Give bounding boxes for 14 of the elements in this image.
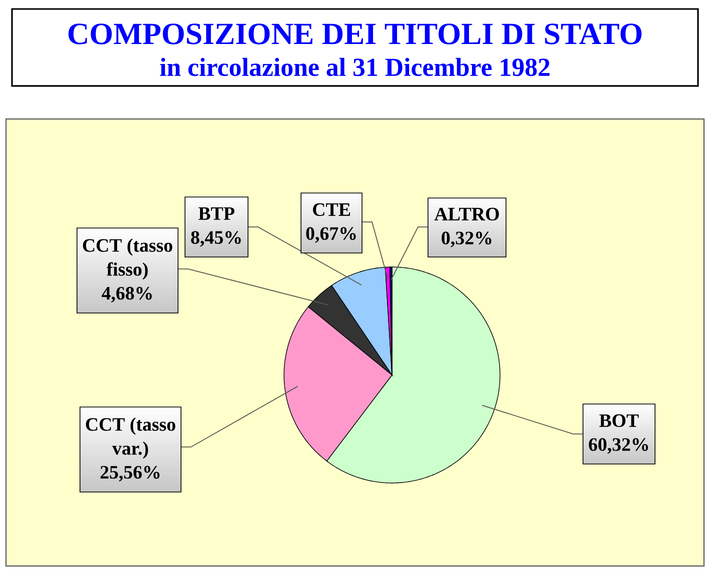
data-label: 25,56% — [100, 466, 160, 482]
slice-label: BOT — [599, 414, 639, 428]
slice-label: ALTRO — [434, 208, 499, 221]
data-label: 8,45% — [191, 231, 241, 247]
data-label: 60,32% — [588, 438, 648, 454]
data-label: 0,67% — [306, 227, 356, 243]
chart-title: COMPOSIZIONE DEI TITOLI DI STATO — [68, 24, 642, 44]
chart-subtitle: in circolazione al 31 Dicembre 1982 — [160, 58, 550, 76]
slice-label: CCT (tasso fisso) — [82, 238, 172, 280]
slice-label: CCT (tasso var.) — [86, 418, 176, 459]
data-label: 4,68% — [102, 286, 152, 302]
data-label: 0,32% — [442, 232, 492, 248]
slice-label: BTP — [198, 207, 234, 220]
slice-label: CTE — [312, 203, 350, 216]
